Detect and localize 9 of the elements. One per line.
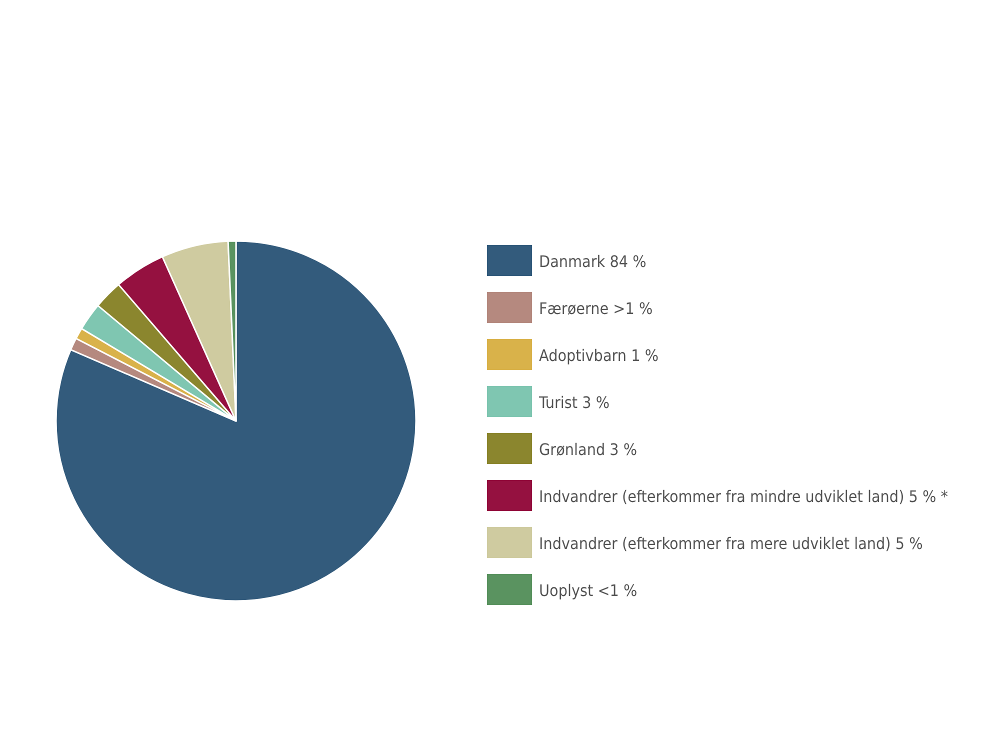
- legend-label: Færøerne >1 %: [539, 299, 653, 318]
- legend-label: Indvandrer (efterkommer fra mindre udviklet land) 5 % *: [539, 487, 948, 506]
- legend-label: Danmark 84 %: [539, 252, 646, 271]
- legend-label: Uoplyst <1 %: [539, 581, 638, 600]
- legend-label: Adoptivbarn 1 %: [539, 346, 658, 365]
- legend-label: Turist 3 %: [538, 393, 610, 412]
- legend-label: Indvandrer (efterkommer fra mere udviklet land) 5 %: [539, 534, 923, 553]
- pie-slice: [55, 240, 417, 602]
- legend-label: Grønland 3 %: [539, 440, 638, 459]
